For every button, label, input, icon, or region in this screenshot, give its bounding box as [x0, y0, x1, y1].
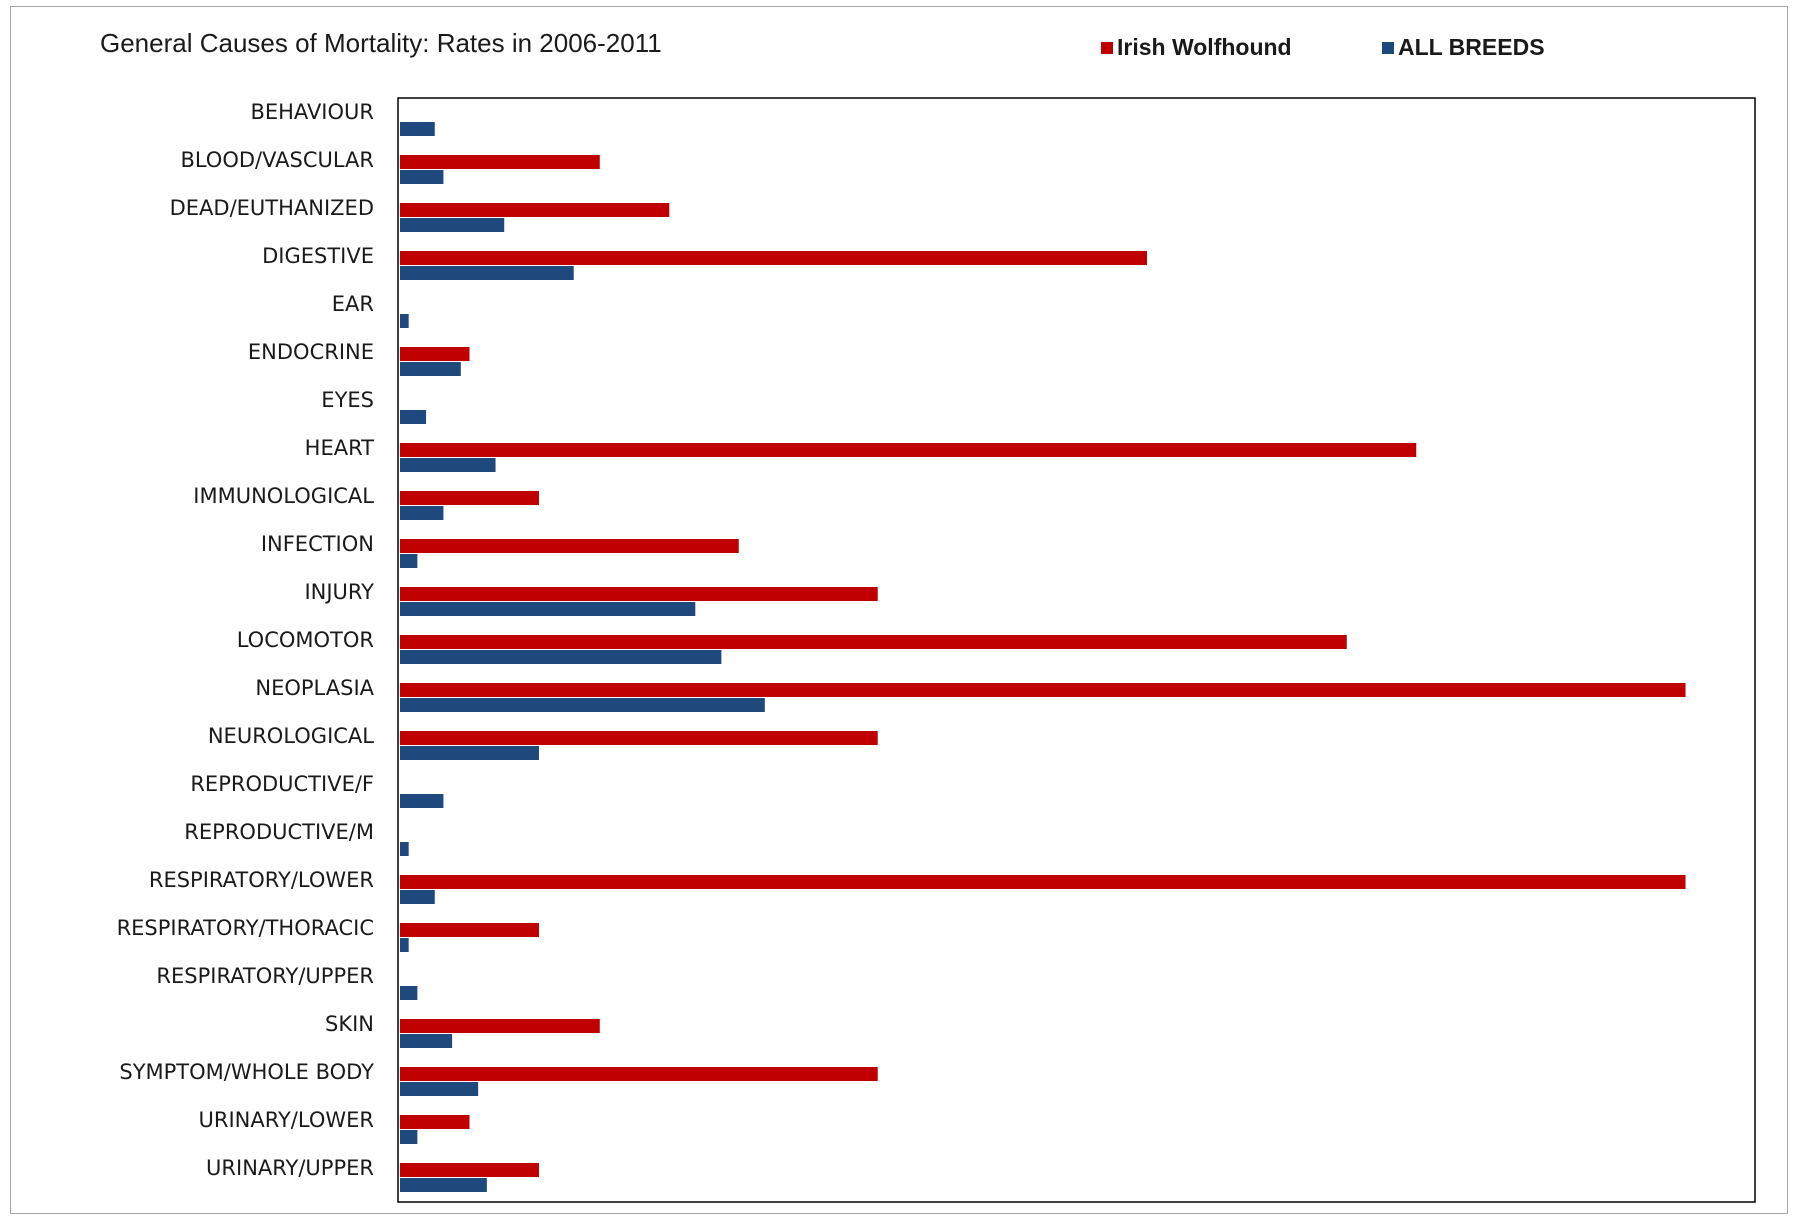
bar-irish-wolfhound: [400, 491, 539, 505]
bar-irish-wolfhound: [400, 635, 1347, 649]
plot-area: [397, 97, 1756, 1203]
category-label: INFECTION: [261, 532, 374, 556]
category-label: REPRODUCTIVE/F: [190, 772, 374, 796]
bar-irish-wolfhound: [400, 731, 878, 745]
legend-label-irish-wolfhound: Irish Wolfhound: [1117, 34, 1292, 60]
category-label: IMMUNOLOGICAL: [193, 484, 374, 508]
category-label: EYES: [321, 388, 374, 412]
category-label: DEAD/EUTHANIZED: [170, 196, 374, 220]
bar-all-breeds: [400, 314, 409, 328]
category-label: NEUROLOGICAL: [208, 724, 374, 748]
category-label: DIGESTIVE: [262, 244, 374, 268]
chart-frame: [10, 6, 1788, 1214]
category-label: URINARY/UPPER: [206, 1156, 374, 1180]
bar-irish-wolfhound: [400, 251, 1147, 265]
bar-all-breeds: [400, 842, 409, 856]
bar-irish-wolfhound: [400, 347, 470, 361]
bar-irish-wolfhound: [400, 1067, 878, 1081]
bar-all-breeds: [400, 602, 696, 616]
category-label: SYMPTOM/WHOLE BODY: [119, 1060, 374, 1084]
bar-all-breeds: [400, 986, 418, 1000]
legend-item-irish-wolfhound: Irish Wolfhound: [1101, 34, 1292, 61]
bar-irish-wolfhound: [400, 1163, 539, 1177]
bar-irish-wolfhound: [400, 683, 1686, 697]
bar-irish-wolfhound: [400, 203, 670, 217]
category-label: EAR: [332, 292, 374, 316]
category-label: HEART: [305, 436, 374, 460]
category-label: RESPIRATORY/LOWER: [149, 868, 374, 892]
legend-swatch-irish-wolfhound: [1101, 41, 1113, 54]
bar-all-breeds: [400, 266, 574, 280]
legend-item-all-breeds: ALL BREEDS: [1382, 34, 1545, 61]
bar-irish-wolfhound: [400, 155, 600, 169]
category-label: URINARY/LOWER: [199, 1108, 375, 1132]
bar-irish-wolfhound: [400, 923, 539, 937]
bar-all-breeds: [400, 506, 444, 520]
category-label: INJURY: [304, 580, 374, 604]
category-label: NEOPLASIA: [255, 676, 374, 700]
category-label: RESPIRATORY/THORACIC: [117, 916, 374, 940]
bar-irish-wolfhound: [400, 587, 878, 601]
category-label: RESPIRATORY/UPPER: [156, 964, 374, 988]
bar-all-breeds: [400, 1178, 487, 1192]
bar-irish-wolfhound: [400, 539, 739, 553]
bar-all-breeds: [400, 170, 444, 184]
category-label: BLOOD/VASCULAR: [180, 148, 374, 172]
bar-all-breeds: [400, 938, 409, 952]
category-label: LOCOMOTOR: [237, 628, 374, 652]
bar-all-breeds: [400, 1130, 418, 1144]
bar-irish-wolfhound: [400, 443, 1417, 457]
bar-all-breeds: [400, 698, 765, 712]
bar-irish-wolfhound: [400, 875, 1686, 889]
bar-all-breeds: [400, 890, 435, 904]
bar-all-breeds: [400, 794, 444, 808]
bar-all-breeds: [400, 746, 539, 760]
category-labels: BEHAVIOUR BLOOD/VASCULAR DEAD/EUTHANIZED DI…: [117, 100, 375, 1180]
bar-all-breeds: [400, 1082, 479, 1096]
bar-irish-wolfhound: [400, 1019, 600, 1033]
bar-all-breeds: [400, 218, 505, 232]
legend-swatch-all-breeds: [1382, 41, 1394, 54]
legend-label-all-breeds: ALL BREEDS: [1398, 34, 1545, 60]
bars: [400, 122, 1686, 1192]
bar-all-breeds: [400, 650, 722, 664]
bar-all-breeds: [400, 458, 496, 472]
bar-all-breeds: [400, 1034, 453, 1048]
category-label: BEHAVIOUR: [250, 100, 374, 124]
category-label: SKIN: [325, 1012, 374, 1036]
bar-all-breeds: [400, 410, 427, 424]
chart-title: General Causes of Mortality: Rates in 20…: [100, 28, 662, 58]
bar-all-breeds: [400, 554, 418, 568]
bar-irish-wolfhound: [400, 1115, 470, 1129]
bar-all-breeds: [400, 122, 435, 136]
category-label: ENDOCRINE: [248, 340, 374, 364]
bar-all-breeds: [400, 362, 461, 376]
category-label: REPRODUCTIVE/M: [184, 820, 374, 844]
